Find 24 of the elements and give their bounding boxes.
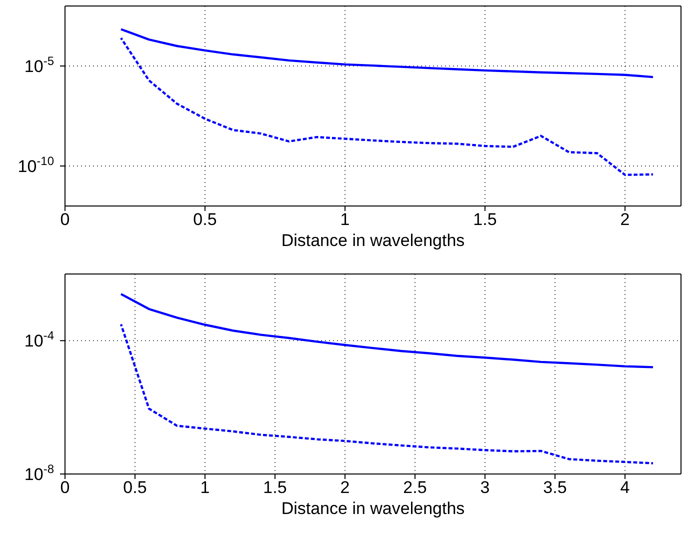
x-tick-label: 3.5 xyxy=(543,478,567,498)
x-axis-title: Distance in wavelengths xyxy=(281,231,465,250)
y-tick-label: 10$^{-5}$ xyxy=(24,54,54,76)
x-tick-label: 2.5 xyxy=(403,478,427,498)
y-tick-label: 10$^{-10}$ xyxy=(18,154,54,176)
x-tick-label: 2 xyxy=(340,478,350,498)
x-tick-label: 0 xyxy=(60,478,70,498)
x-tick-label: 1 xyxy=(200,478,210,498)
line-series xyxy=(120,36,654,176)
line-series xyxy=(120,292,654,368)
x-axis-title: Distance in wavelengths xyxy=(281,499,465,518)
x-tick-label: 0.5 xyxy=(123,478,147,498)
x-tick-label: 3 xyxy=(480,478,490,498)
x-tick-label: 2 xyxy=(620,210,630,230)
line-series xyxy=(120,28,654,78)
x-tick-label: 1.5 xyxy=(263,478,287,498)
x-tick-label: 4 xyxy=(620,478,630,498)
line-series xyxy=(120,323,654,464)
y-tick-label: 10$^{-4}$ xyxy=(24,328,54,351)
x-tick-label: 0.5 xyxy=(193,210,217,230)
x-tick-label: 1 xyxy=(340,210,350,230)
x-tick-label: 0 xyxy=(60,210,70,230)
y-tick-label: 10$^{-8}$ xyxy=(24,462,54,484)
x-tick-label: 1.5 xyxy=(473,210,497,230)
